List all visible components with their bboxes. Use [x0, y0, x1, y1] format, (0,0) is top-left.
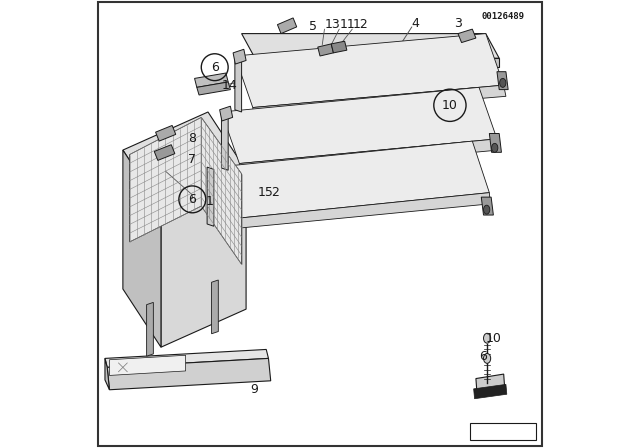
Polygon shape — [233, 49, 246, 64]
Polygon shape — [235, 34, 504, 108]
Polygon shape — [123, 112, 246, 208]
Polygon shape — [105, 358, 109, 390]
Polygon shape — [332, 41, 347, 53]
Polygon shape — [474, 384, 507, 399]
Polygon shape — [195, 73, 228, 87]
Polygon shape — [225, 193, 490, 229]
Polygon shape — [277, 18, 297, 34]
Text: 13: 13 — [324, 18, 340, 31]
Polygon shape — [208, 141, 490, 220]
Text: 9: 9 — [250, 383, 259, 396]
Text: 3: 3 — [454, 17, 462, 30]
Polygon shape — [207, 167, 214, 226]
Polygon shape — [154, 145, 175, 160]
Text: 10: 10 — [486, 332, 502, 345]
Polygon shape — [317, 44, 333, 56]
Polygon shape — [253, 85, 506, 117]
Polygon shape — [221, 111, 228, 170]
Ellipse shape — [484, 353, 491, 363]
Text: 6: 6 — [479, 349, 487, 363]
Polygon shape — [235, 54, 241, 112]
Polygon shape — [107, 358, 271, 390]
Polygon shape — [255, 58, 499, 67]
Polygon shape — [239, 139, 499, 174]
Text: 5: 5 — [308, 20, 317, 34]
Polygon shape — [161, 170, 246, 347]
Text: 8: 8 — [188, 132, 196, 146]
Text: 2: 2 — [271, 186, 280, 199]
Polygon shape — [123, 150, 161, 347]
Polygon shape — [156, 125, 176, 141]
Polygon shape — [458, 29, 476, 43]
Bar — [470, 423, 536, 440]
Text: 12: 12 — [352, 18, 368, 31]
Text: 11: 11 — [339, 18, 355, 31]
Text: 6: 6 — [211, 60, 219, 74]
Polygon shape — [221, 87, 497, 164]
Polygon shape — [105, 349, 269, 367]
Polygon shape — [201, 117, 241, 264]
Text: 10: 10 — [442, 99, 458, 112]
Polygon shape — [490, 134, 502, 152]
Text: 1: 1 — [205, 195, 214, 208]
Polygon shape — [147, 302, 154, 356]
Polygon shape — [212, 280, 218, 334]
Ellipse shape — [492, 143, 498, 152]
Polygon shape — [196, 82, 230, 95]
Text: 6: 6 — [188, 193, 196, 206]
Polygon shape — [476, 374, 504, 391]
Polygon shape — [481, 197, 493, 215]
Polygon shape — [241, 34, 499, 58]
Text: 14: 14 — [221, 78, 237, 92]
Ellipse shape — [500, 78, 506, 87]
Polygon shape — [129, 117, 201, 242]
Text: 4: 4 — [412, 17, 420, 30]
Text: 15: 15 — [257, 186, 273, 199]
Text: 7: 7 — [188, 152, 196, 166]
Polygon shape — [497, 72, 508, 90]
Ellipse shape — [484, 333, 491, 343]
Polygon shape — [220, 106, 232, 121]
Ellipse shape — [484, 205, 490, 214]
Polygon shape — [109, 355, 186, 375]
Text: 00126489: 00126489 — [482, 12, 525, 21]
